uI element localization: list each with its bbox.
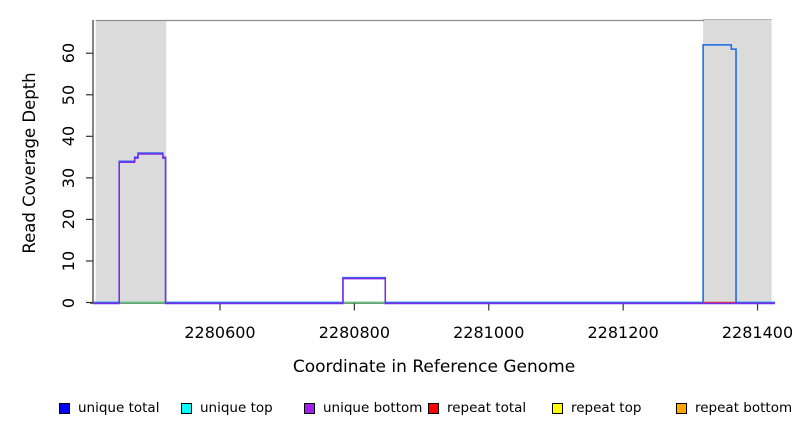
legend-label: unique top	[200, 399, 273, 416]
legend-label: unique total	[78, 399, 160, 416]
y-tick-label: 60	[58, 43, 78, 64]
y-axis-title: Read Coverage Depth	[19, 72, 39, 254]
x-tick-label: 2281400	[721, 323, 792, 342]
legend-item-repeat-top: repeat top	[552, 401, 641, 415]
legend-swatch-repeat-top	[552, 402, 563, 414]
x-axis-title: Coordinate in Reference Genome	[292, 357, 576, 377]
x-tick-label: 2280600	[184, 323, 256, 342]
legend-label: repeat total	[447, 399, 527, 416]
legend-item-repeat-bottom: repeat bottom	[676, 401, 792, 415]
legend-swatch-repeat-bottom	[676, 402, 687, 414]
legend-label: repeat top	[571, 399, 642, 416]
legend-item-unique-total: unique total	[59, 401, 159, 415]
legend-swatch-unique-top	[181, 402, 192, 414]
y-tick-label: 0	[58, 297, 78, 308]
x-tick-label: 2281000	[453, 323, 525, 342]
y-tick-label: 40	[58, 126, 78, 147]
y-tick-label: 30	[58, 167, 78, 189]
series-unique-total	[93, 44, 775, 304]
x-tick-label: 2281200	[587, 323, 659, 342]
legend-swatch-repeat-total	[428, 402, 439, 414]
legend-swatch-unique-total	[59, 402, 70, 414]
legend-label: unique bottom	[323, 399, 423, 416]
legend-label: repeat bottom	[695, 399, 792, 416]
legend-item-unique-top: unique top	[181, 401, 273, 415]
masked-region	[703, 19, 772, 304]
y-tick-label: 20	[58, 209, 78, 230]
y-tick-label: 10	[58, 250, 78, 272]
legend-swatch-unique-bottom	[304, 402, 315, 414]
y-tick-label: 50	[58, 84, 78, 105]
series-unique-top	[93, 44, 775, 304]
x-tick-label: 2280800	[318, 323, 390, 342]
series-unique-bottom	[93, 153, 775, 305]
legend-item-unique-bottom: unique bottom	[304, 401, 422, 415]
legend-item-repeat-total: repeat total	[428, 401, 526, 415]
